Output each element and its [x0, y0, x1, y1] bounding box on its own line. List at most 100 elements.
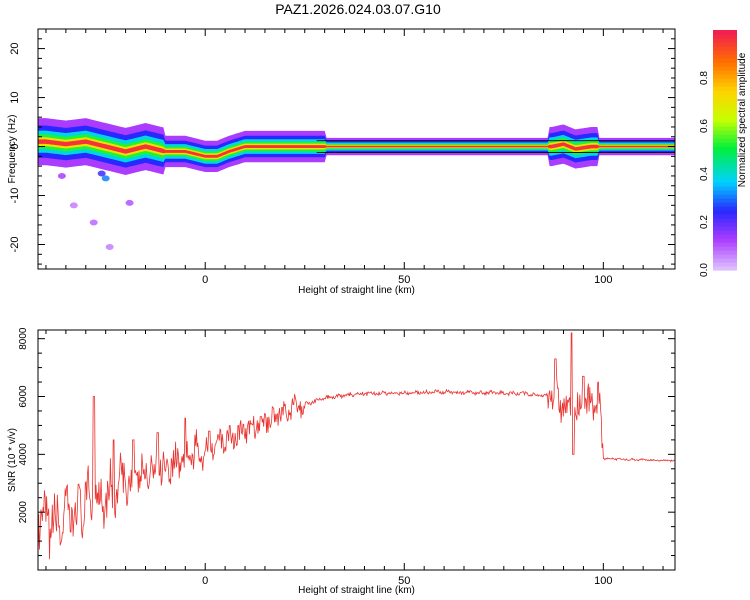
colorbar-swatch [713, 138, 737, 143]
figure-title: PAZ1.2026.024.03.07.G10 [275, 1, 441, 17]
colorbar-swatch [713, 102, 737, 107]
colorbar-tick-label: 0.6 [699, 119, 710, 133]
colorbar-swatch [713, 210, 737, 215]
colorbar-swatch [713, 50, 737, 55]
colorbar-swatch [713, 170, 737, 175]
colorbar-swatch [713, 206, 737, 211]
colorbar-swatch [713, 58, 737, 63]
y-tick-label: -20 [9, 237, 21, 253]
colorbar-swatch [713, 118, 737, 123]
colorbar-swatch [713, 122, 737, 127]
colorbar-swatch [713, 114, 737, 119]
x-tick-label: 100 [594, 575, 612, 587]
colorbar-label: Normalized spectral amplitude [737, 52, 748, 187]
x-tick-label: 50 [398, 274, 410, 286]
colorbar-swatch [713, 226, 737, 231]
colorbar-swatch [713, 190, 737, 195]
colorbar-swatch [713, 194, 737, 199]
y-tick-label: 10 [9, 91, 21, 103]
colorbar-swatch [713, 62, 737, 67]
colorbar-swatch [713, 234, 737, 239]
spectrogram-image [38, 118, 675, 250]
colorbar-swatch [713, 214, 737, 219]
colorbar-tick-label: 0.2 [699, 215, 710, 229]
snr-y-label: SNR (10 * v/v) [7, 428, 18, 492]
colorbar-swatch [713, 174, 737, 179]
ridge-band [38, 139, 675, 158]
y-tick-label: 20 [9, 42, 21, 54]
colorbar-tick-label: 0.4 [699, 167, 710, 181]
colorbar-swatch [713, 38, 737, 43]
colorbar-swatch [713, 186, 737, 191]
colorbar-tick-label: 0.8 [699, 71, 710, 85]
colorbar-swatch [713, 94, 737, 99]
colorbar-swatch [713, 238, 737, 243]
colorbar-swatch [713, 158, 737, 163]
spectral-blob [125, 199, 134, 206]
colorbar-swatch [713, 262, 737, 267]
x-tick-label: 100 [594, 274, 612, 286]
colorbar-swatch [713, 182, 737, 187]
y-tick-label: 0 [9, 143, 21, 149]
colorbar-swatch [713, 106, 737, 111]
y-tick-label: 6000 [18, 385, 29, 408]
colorbar-swatch [713, 34, 737, 39]
snr-series-line [38, 332, 675, 560]
colorbar-swatch [713, 134, 737, 139]
colorbar: 0.0 0.2 0.4 0.6 0.8 Normalized spectral ampli… [699, 30, 748, 277]
colorbar-swatch [713, 74, 737, 79]
colorbar-swatch [713, 150, 737, 155]
spectral-blob [101, 175, 110, 182]
x-tick-label: 0 [202, 575, 208, 587]
colorbar-swatch [713, 98, 737, 103]
spectral-blob [105, 243, 114, 250]
y-tick-label: -10 [9, 188, 21, 204]
colorbar-tick-label: 0.0 [699, 263, 710, 277]
snr-ticks: 0 50 100 2000 4000 6000 8000 [18, 327, 675, 587]
colorbar-swatch [713, 254, 737, 259]
snr-x-label: Height of straight line (km) [298, 585, 415, 596]
colorbar-swatch [713, 178, 737, 183]
spectrogram-ticks: 0 50 100 -20 -10 0 10 20 [9, 28, 675, 286]
spectrogram-x-label: Height of straight line (km) [298, 285, 415, 296]
spectrogram-frame [37, 28, 676, 270]
colorbar-swatch [713, 230, 737, 235]
colorbar-swatch [713, 130, 737, 135]
snr-frame [37, 329, 676, 571]
colorbar-swatch [713, 110, 737, 115]
colorbar-swatch [713, 222, 737, 227]
spectral-blob [97, 170, 106, 177]
colorbar-swatch [713, 86, 737, 91]
colorbar-swatch [713, 242, 737, 247]
colorbar-swatch [713, 250, 737, 255]
y-tick-label: 4000 [18, 443, 29, 466]
colorbar-swatch [713, 30, 737, 35]
x-tick-label: 50 [398, 575, 410, 587]
spectral-blob [57, 172, 66, 179]
spectral-blob [89, 219, 98, 226]
colorbar-swatch [713, 198, 737, 203]
colorbar-swatch [713, 266, 737, 271]
colorbar-swatch [713, 42, 737, 47]
colorbar-swatch [713, 146, 737, 151]
y-tick-label: 2000 [18, 501, 29, 524]
colorbar-swatch [713, 246, 737, 251]
colorbar-swatch [713, 54, 737, 59]
colorbar-swatch [713, 202, 737, 207]
colorbar-swatch [713, 70, 737, 75]
colorbar-swatch [713, 162, 737, 167]
colorbar-swatch [713, 142, 737, 147]
colorbar-swatch [713, 46, 737, 51]
spectral-blob [69, 202, 78, 209]
colorbar-swatch [713, 126, 737, 131]
x-tick-label: 0 [202, 274, 208, 286]
colorbar-swatch [713, 154, 737, 159]
y-tick-label: 8000 [18, 327, 29, 350]
colorbar-swatch [713, 218, 737, 223]
colorbar-swatch [713, 82, 737, 87]
colorbar-swatch [713, 78, 737, 83]
colorbar-swatch [713, 66, 737, 71]
colorbar-swatch [713, 166, 737, 171]
